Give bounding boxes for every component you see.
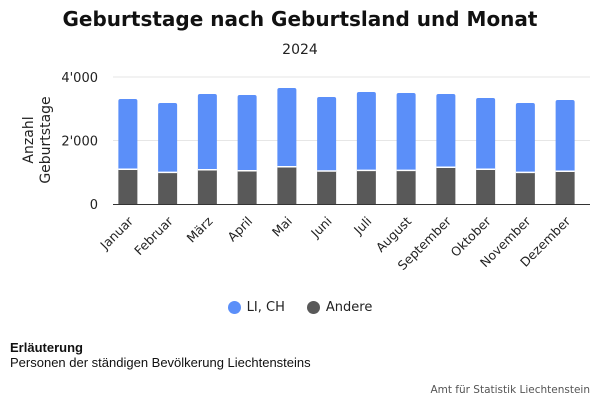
bar-andere[interactable] bbox=[118, 169, 138, 204]
legend-dot-andere bbox=[306, 301, 320, 314]
y-axis-label-line-2: Geburtstage bbox=[38, 96, 54, 183]
x-tick-label: Mai bbox=[269, 214, 295, 240]
bar-group-september bbox=[436, 93, 456, 204]
bar-group-august bbox=[396, 93, 416, 204]
bar-li-ch[interactable] bbox=[317, 97, 337, 172]
bar-li-ch[interactable] bbox=[396, 93, 416, 171]
bar-li-ch[interactable] bbox=[436, 93, 456, 168]
y-tick-label: 0 bbox=[90, 198, 98, 213]
bar-group-oktober bbox=[476, 97, 496, 204]
bar-group-april bbox=[237, 95, 257, 204]
y-axis-label-line-1: Anzahl bbox=[21, 116, 37, 163]
bar-li-ch[interactable] bbox=[158, 103, 178, 173]
bar-andere[interactable] bbox=[356, 170, 376, 204]
bar-li-ch[interactable] bbox=[356, 91, 376, 171]
y-tick-label: 2'000 bbox=[61, 135, 98, 150]
bar-li-ch[interactable] bbox=[118, 99, 138, 170]
bar-andere[interactable] bbox=[396, 170, 416, 204]
bar-andere[interactable] bbox=[237, 170, 257, 204]
bar-group-märz bbox=[197, 93, 217, 204]
bar-group-mai bbox=[277, 87, 297, 204]
legend-dot-li-ch bbox=[227, 301, 241, 314]
bar-andere[interactable] bbox=[555, 171, 575, 204]
legend-item-li-ch[interactable]: LI, CH bbox=[227, 300, 285, 315]
bar-li-ch[interactable] bbox=[555, 99, 575, 172]
legend: LI, CH Andere bbox=[0, 300, 600, 315]
bar-li-ch[interactable] bbox=[277, 87, 297, 167]
x-tick-label: Februar bbox=[131, 213, 176, 258]
y-axis-ticks: 0 2'000 4'000 bbox=[61, 71, 98, 213]
x-tick-label: Juni bbox=[307, 214, 335, 242]
bar-group-dezember bbox=[555, 99, 575, 204]
bar-li-ch[interactable] bbox=[197, 93, 217, 170]
bar-group-februar bbox=[158, 103, 178, 204]
bar-andere[interactable] bbox=[476, 169, 496, 204]
bar-group-juni bbox=[317, 97, 337, 204]
bar-andere[interactable] bbox=[515, 172, 535, 204]
legend-label-andere: Andere bbox=[325, 300, 373, 315]
x-tick-label: April bbox=[224, 214, 255, 245]
gridlines bbox=[113, 76, 590, 205]
bar-group-november bbox=[515, 103, 535, 204]
legend-label-li-ch: LI, CH bbox=[246, 300, 285, 315]
bars bbox=[118, 87, 575, 204]
chart-title: Geburtstage nach Geburtsland und Monat bbox=[62, 7, 538, 31]
bar-andere[interactable] bbox=[317, 171, 337, 204]
y-tick-label: 4'000 bbox=[61, 71, 98, 86]
bar-group-juli bbox=[356, 91, 376, 204]
bar-andere[interactable] bbox=[197, 169, 217, 204]
bar-li-ch[interactable] bbox=[237, 95, 257, 171]
bar-group-januar bbox=[118, 99, 138, 204]
bar-li-ch[interactable] bbox=[476, 97, 496, 170]
chart-subtitle: 2024 bbox=[282, 42, 318, 58]
bar-li-ch[interactable] bbox=[515, 103, 535, 173]
x-tick-label: Juli bbox=[350, 214, 374, 238]
bar-andere[interactable] bbox=[158, 172, 178, 204]
note-title: Erläuterung bbox=[10, 340, 83, 355]
bar-andere[interactable] bbox=[277, 166, 297, 204]
note-text: Personen der ständigen Bevölkerung Liech… bbox=[10, 355, 311, 370]
x-tick-label: März bbox=[184, 213, 216, 245]
source-credit: Amt für Statistik Liechtenstein bbox=[430, 384, 590, 396]
bar-andere[interactable] bbox=[436, 167, 456, 204]
legend-item-andere[interactable]: Andere bbox=[306, 300, 373, 315]
